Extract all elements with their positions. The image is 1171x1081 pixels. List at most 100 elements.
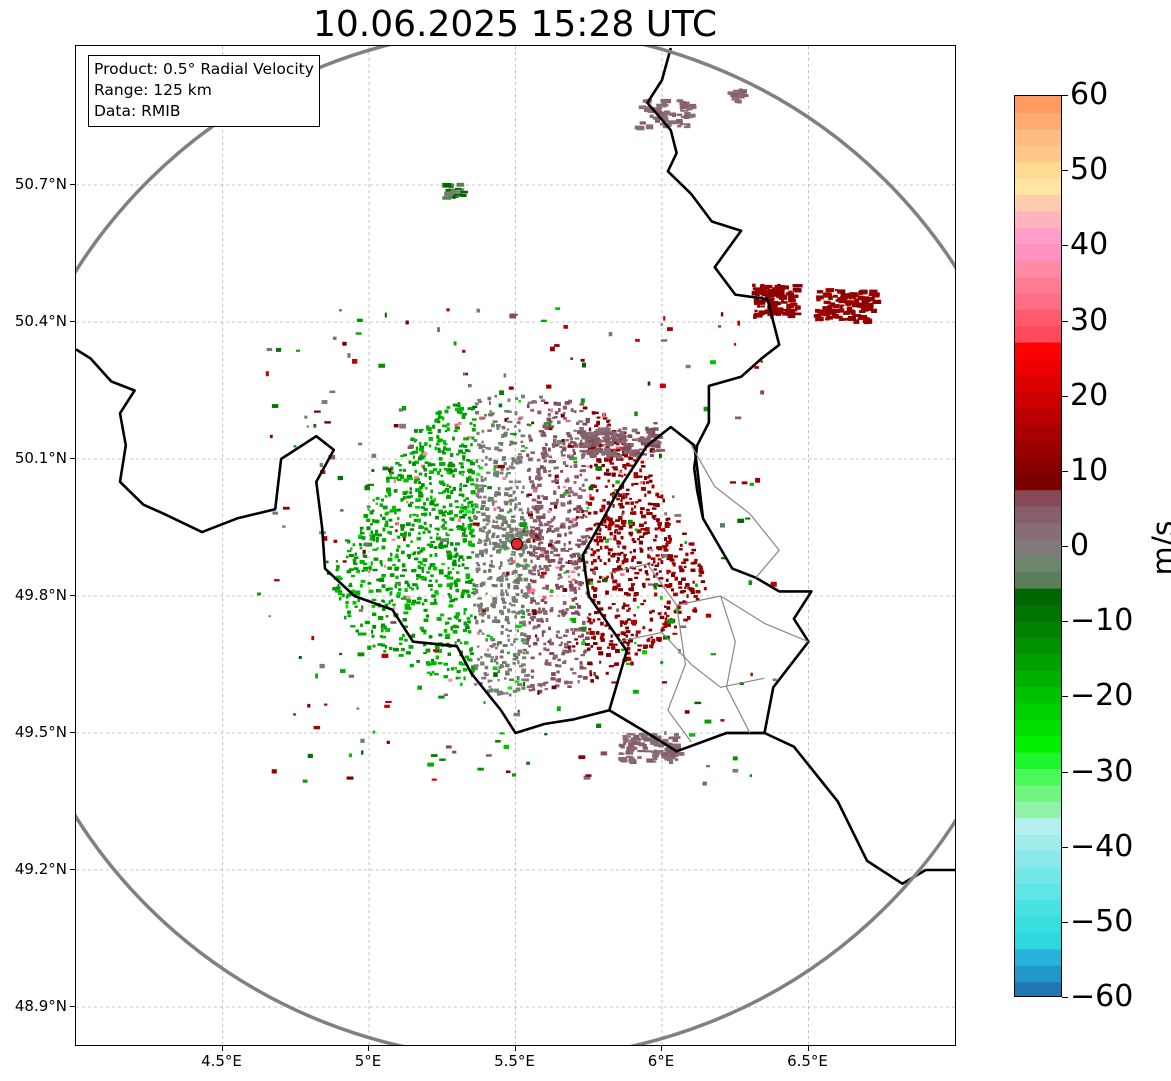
colorbar-segment: [1015, 948, 1061, 966]
colorbar-segment: [1015, 374, 1061, 392]
canton-line: [720, 595, 751, 734]
colorbar-segment: [1015, 719, 1061, 737]
colorbar-segment: [1015, 702, 1061, 720]
colorbar-segment: [1015, 571, 1061, 589]
lon-tick-mark: [514, 1046, 516, 1051]
colorbar-segment: [1015, 227, 1061, 245]
radar-site-marker: [510, 537, 523, 550]
info-source: Data: RMIB: [94, 102, 181, 120]
border-lu-north: [646, 425, 705, 519]
colorbar-segment: [1015, 276, 1061, 294]
colorbar-segment: [1015, 260, 1061, 277]
colorbar-tick-label: 30: [1070, 302, 1109, 338]
lat-tick-label: 49.8°N: [14, 586, 67, 604]
colorbar-segment: [1015, 735, 1061, 753]
colorbar-tick-mark: [1062, 245, 1068, 247]
colorbar-segment: [1015, 112, 1061, 130]
colorbar-segment: [1015, 407, 1061, 425]
colorbar-tick-label: 50: [1070, 152, 1109, 188]
colorbar-segment: [1015, 243, 1061, 261]
colorbar-segment: [1015, 96, 1061, 113]
colorbar-tick-label: −60: [1070, 979, 1134, 1014]
colorbar-segment: [1015, 588, 1061, 605]
colorbar-tick-mark: [1062, 320, 1068, 322]
border-be-fr: [76, 348, 610, 735]
colorbar-segment: [1015, 916, 1061, 933]
lon-tick-mark: [368, 1046, 369, 1051]
colorbar-tick-mark: [1062, 771, 1068, 773]
colorbar-tick-label: 40: [1070, 227, 1109, 263]
colorbar-segment: [1015, 817, 1061, 835]
colorbar-tick-mark: [1062, 470, 1068, 472]
colorbar-segment: [1015, 965, 1061, 983]
colorbar-segment: [1015, 391, 1061, 409]
colorbar-segment: [1015, 440, 1061, 458]
lat-tick-label: 49.2°N: [14, 860, 67, 878]
colorbar-segment: [1015, 424, 1061, 441]
colorbar-tick-mark: [1062, 921, 1068, 923]
colorbar-segment: [1015, 325, 1061, 343]
colorbar-tick-mark: [1062, 95, 1068, 96]
colorbar-tick-label: −10: [1070, 603, 1134, 639]
colorbar-segment: [1015, 456, 1061, 474]
colorbar-segment: [1015, 620, 1061, 638]
colorbar-segment: [1015, 637, 1061, 655]
info-product: Product: 0.5° Radial Velocity: [94, 60, 314, 78]
colorbar-segment: [1015, 538, 1061, 556]
colorbar-segment: [1015, 292, 1061, 310]
colorbar-tick-mark: [1062, 621, 1068, 623]
colorbar-segment: [1015, 604, 1061, 622]
lon-tick-label: 6.5°E: [787, 1052, 828, 1070]
canton-line: [667, 605, 692, 743]
colorbar-segment: [1015, 342, 1061, 359]
lat-tick-mark: [70, 458, 75, 459]
colorbar-segment: [1015, 194, 1061, 212]
canton-line: [617, 631, 765, 688]
colorbar-segment: [1015, 686, 1061, 704]
lon-tick-mark: [221, 1046, 223, 1051]
colorbar-segment: [1015, 670, 1061, 687]
lat-tick-mark: [70, 184, 75, 185]
lat-tick-label: 48.9°N: [14, 997, 67, 1015]
colorbar-tick-label: 60: [1070, 77, 1109, 112]
colorbar-segment: [1015, 752, 1061, 769]
lon-tick-label: 6°E: [647, 1052, 675, 1070]
colorbar-segment: [1015, 801, 1061, 819]
lat-tick-label: 49.5°N: [14, 723, 67, 741]
canton-line: [690, 445, 780, 579]
colorbar-tick-mark: [1062, 170, 1068, 172]
lat-tick-mark: [70, 732, 75, 733]
lon-tick-label: 5°E: [354, 1052, 382, 1070]
colorbar-tick-label: 0: [1070, 528, 1090, 563]
colorbar-segment: [1015, 210, 1061, 228]
colorbar-segment: [1015, 309, 1061, 327]
lat-tick-label: 50.4°N: [14, 312, 67, 330]
colorbar-tick-label: 20: [1070, 377, 1109, 413]
colorbar-segment: [1015, 784, 1061, 802]
lon-tick-label: 5.5°E: [494, 1052, 535, 1070]
lon-tick-label: 4.5°E: [201, 1052, 242, 1070]
info-range: Range: 125 km: [94, 81, 212, 99]
colorbar-tick-label: −50: [1070, 903, 1134, 939]
lat-tick-mark: [70, 321, 75, 322]
colorbar-segment: [1015, 981, 1061, 996]
colorbar-segment: [1015, 768, 1061, 786]
colorbar-tick-mark: [1062, 997, 1068, 998]
colorbar-segment: [1015, 883, 1061, 901]
colorbar-segment: [1015, 145, 1061, 163]
velocity-colorbar: [1014, 95, 1062, 997]
lat-tick-label: 50.1°N: [14, 449, 67, 467]
colorbar-segment: [1015, 128, 1061, 146]
colorbar-tick-label: −40: [1070, 828, 1134, 864]
lat-tick-label: 50.7°N: [14, 175, 67, 193]
radar-map[interactable]: [75, 45, 956, 1046]
colorbar-segment: [1015, 555, 1061, 573]
colorbar-tick-mark: [1062, 696, 1068, 698]
chart-title: 10.06.2025 15:28 UTC: [312, 4, 718, 45]
colorbar-segment: [1015, 161, 1061, 179]
canton-line: [609, 563, 809, 643]
lat-tick-mark: [70, 869, 75, 870]
border-lu-fr: [581, 444, 955, 885]
colorbar-tick-mark: [1062, 546, 1068, 547]
colorbar-tick-label: −30: [1070, 753, 1134, 789]
